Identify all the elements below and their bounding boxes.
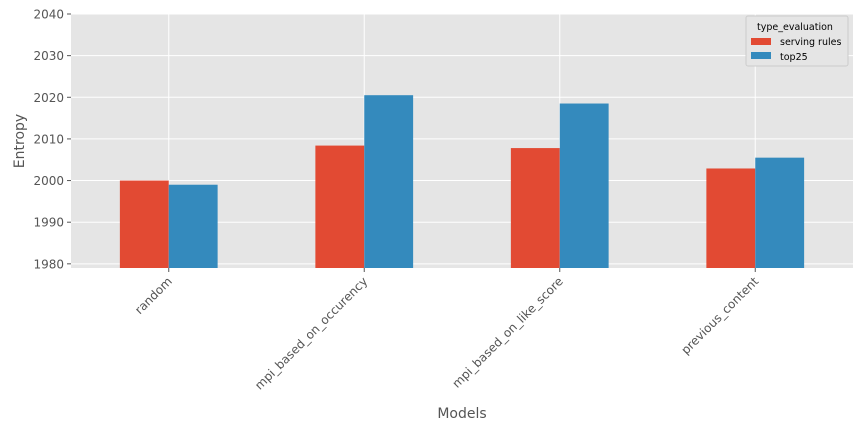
bar-top25-random — [168, 184, 218, 268]
bar-top25-previous_content — [755, 157, 805, 268]
legend-label-top25: top25 — [780, 52, 808, 63]
y-tick-label: 2010 — [33, 132, 64, 146]
y-tick-label: 2040 — [33, 8, 64, 22]
y-axis-label: Entropy — [12, 114, 28, 168]
bar-serving-rules-previous_content — [706, 168, 756, 268]
bar-serving-rules-mpi_based_on_like_score — [510, 148, 560, 268]
legend-box — [745, 15, 849, 67]
bar-top25-mpi_based_on_like_score — [559, 103, 609, 268]
y-tick-label: 1980 — [33, 257, 64, 271]
bars — [119, 95, 805, 269]
x-tick-label: previous_content — [678, 274, 761, 357]
x-tick-label: mpi_based_on_occurency — [252, 274, 370, 392]
y-tick-label: 2000 — [33, 174, 64, 188]
y-axis-ticks: 1980 1990 2000 2010 2020 2030 2040 — [33, 8, 71, 271]
x-tick-label: mpi_based_on_like_score — [449, 274, 565, 390]
bar-serving-rules-mpi_based_on_occurency — [315, 145, 365, 268]
legend-title: type_evaluation — [757, 22, 833, 33]
y-tick-label: 1990 — [33, 216, 64, 230]
bar-top25-mpi_based_on_occurency — [364, 95, 414, 269]
legend-swatch-serving-rules — [751, 38, 771, 45]
x-tick-label: random — [132, 274, 175, 317]
legend: type_evaluation serving rules top25 — [745, 15, 849, 67]
y-tick-label: 2030 — [33, 49, 64, 63]
bar-serving-rules-random — [119, 180, 169, 268]
legend-label-serving-rules: serving rules — [780, 37, 841, 48]
legend-swatch-top25 — [751, 52, 771, 59]
y-tick-label: 2020 — [33, 91, 64, 105]
x-axis-label: Models — [437, 406, 486, 422]
x-axis-ticks: random mpi_based_on_occurency mpi_based_on… — [132, 268, 762, 393]
